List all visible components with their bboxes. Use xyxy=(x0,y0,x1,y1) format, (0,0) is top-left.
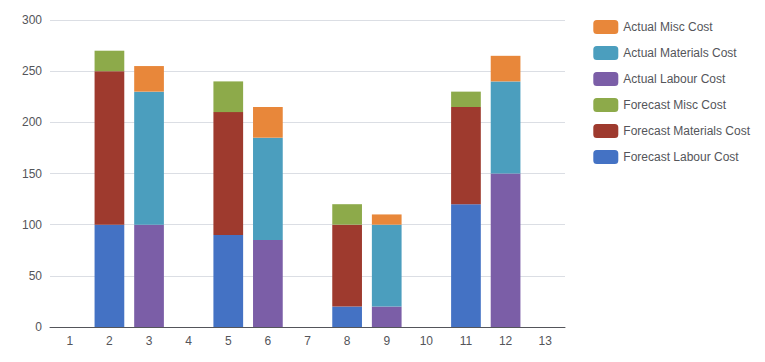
svg-text:3: 3 xyxy=(146,334,153,348)
svg-text:2: 2 xyxy=(106,334,113,348)
svg-text:4: 4 xyxy=(185,334,192,348)
svg-text:150: 150 xyxy=(22,167,42,181)
svg-text:50: 50 xyxy=(29,269,43,283)
svg-text:13: 13 xyxy=(539,334,553,348)
svg-text:9: 9 xyxy=(383,334,390,348)
svg-text:10: 10 xyxy=(420,334,434,348)
svg-text:11: 11 xyxy=(460,334,473,348)
svg-text:Actual Materials Cost: Actual Materials Cost xyxy=(623,46,737,60)
svg-text:Actual Labour Cost: Actual Labour Cost xyxy=(623,72,726,86)
svg-text:Forecast Materials Cost: Forecast Materials Cost xyxy=(623,124,750,138)
svg-text:250: 250 xyxy=(22,64,42,78)
svg-text:6: 6 xyxy=(265,334,272,348)
svg-text:Forecast Misc Cost: Forecast Misc Cost xyxy=(623,98,726,112)
svg-text:7: 7 xyxy=(304,334,311,348)
svg-text:8: 8 xyxy=(344,334,351,348)
svg-text:300: 300 xyxy=(22,13,42,27)
svg-text:1: 1 xyxy=(66,334,73,348)
svg-text:Actual Misc Cost: Actual Misc Cost xyxy=(623,20,713,34)
svg-text:5: 5 xyxy=(225,334,232,348)
svg-text:200: 200 xyxy=(22,115,42,129)
svg-text:Forecast Labour Cost: Forecast Labour Cost xyxy=(623,150,739,164)
svg-text:100: 100 xyxy=(22,218,42,232)
svg-text:12: 12 xyxy=(499,334,513,348)
svg-text:0: 0 xyxy=(35,320,42,334)
